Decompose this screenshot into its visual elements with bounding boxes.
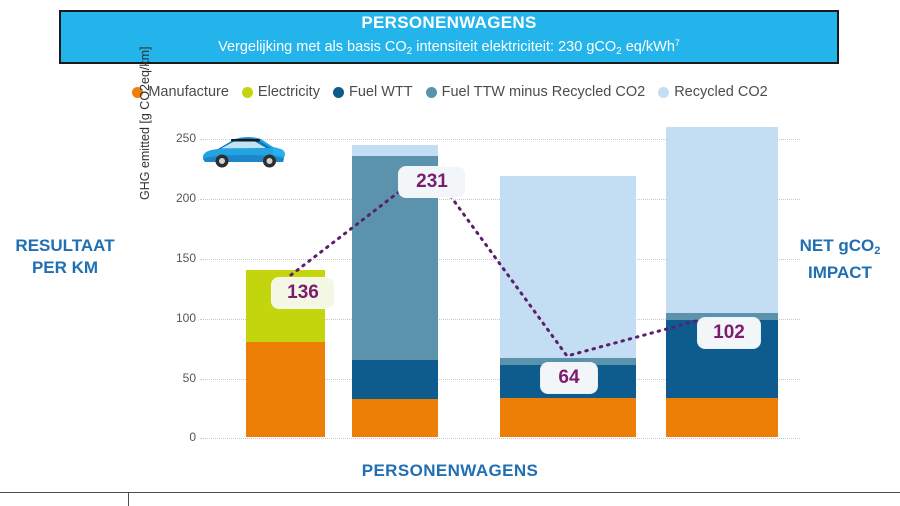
caption-left-line-1: RESULTAAT [15, 236, 115, 255]
bar-column-4[interactable] [666, 127, 778, 506]
subtitle-suffix: eq/kWh [621, 39, 675, 55]
legend-swatch-manufacture [132, 86, 144, 98]
value-callout-4-text: 102 [713, 322, 745, 343]
legend-label-fuel-wtt: Fuel WTT [348, 84, 413, 100]
bar-3-segment-manufacture [500, 398, 636, 437]
legend-label-recycled-co2: Recycled CO2 [674, 84, 768, 100]
value-callout-1[interactable]: 136 [272, 278, 334, 308]
subtitle-footnote-marker: 7 [674, 38, 680, 48]
y-tick-0: 0 [189, 430, 196, 444]
legend-label-electricity: Electricity [257, 84, 320, 100]
legend-item-fuel-ttw[interactable]: Fuel TTW minus Recycled CO2 [425, 84, 646, 100]
bar-4-segment-fuel-ttw [666, 313, 778, 320]
caption-right-prefix: NET gCO [799, 236, 875, 255]
legend-swatch-fuel-wtt [332, 86, 344, 98]
legend-swatch-recycled-co2 [658, 86, 670, 98]
y-tick-250: 250 [175, 131, 196, 145]
caption-right-line-2: IMPACT [808, 263, 872, 282]
y-axis-ticks: 250 200 150 100 50 0 [160, 130, 196, 444]
caption-result-per-km: RESULTAAT PER KM [0, 235, 130, 279]
subtitle-sub-2: 2 [616, 46, 622, 57]
subtitle-middle: intensiteit elektriciteit: 230 gCO [412, 39, 617, 55]
x-axis-label: PERSONENWAGENS [361, 461, 539, 480]
y-tick-200: 200 [175, 191, 196, 205]
caption-right-sub: 2 [874, 245, 881, 257]
value-callout-2-text: 231 [416, 171, 448, 192]
legend-label-manufacture: Manufacture [148, 84, 229, 100]
bar-2-segment-fuel-wtt [352, 360, 438, 399]
bar-3-segment-fuel-ttw [500, 358, 636, 365]
bar-2-segment-recycled-co2 [352, 145, 438, 156]
value-callout-4[interactable]: 102 [698, 318, 760, 348]
subtitle-sub-1: 2 [406, 46, 413, 57]
legend-swatch-fuel-ttw [425, 86, 437, 98]
gridline-250 [200, 139, 800, 140]
y-axis-title: GHG emitted [g CO2eq/km] [138, 46, 152, 200]
gridline-0 [200, 438, 800, 439]
y-tick-150: 150 [175, 251, 196, 265]
bar-3-segment-recycled-co2 [500, 176, 636, 358]
value-callout-3[interactable]: 64 [541, 363, 597, 393]
legend-label-fuel-ttw: Fuel TTW minus Recycled CO2 [441, 84, 646, 100]
legend-item-recycled-co2[interactable]: Recycled CO2 [658, 84, 768, 100]
y-tick-100: 100 [175, 311, 196, 325]
bar-2-segment-manufacture [352, 399, 438, 437]
value-callout-3-text: 64 [558, 367, 580, 388]
legend-item-fuel-wtt[interactable]: Fuel WTT [332, 84, 413, 100]
value-callout-1-text: 136 [287, 282, 319, 303]
page-title: PERSONENWAGENS [361, 13, 537, 32]
bar-4-segment-manufacture [666, 398, 778, 437]
chart-legend: Manufacture Electricity Fuel WTT Fuel TT… [0, 80, 900, 104]
footer-divider-vertical [128, 492, 129, 506]
blue-hatchback-car-icon [202, 137, 285, 168]
footer-divider-horizontal [0, 492, 900, 493]
caption-right-line-1: NET gCO2 [780, 235, 900, 262]
bar-1-segment-manufacture [246, 342, 325, 437]
legend-item-electricity[interactable]: Electricity [241, 84, 320, 100]
legend-swatch-electricity [241, 86, 253, 98]
subtitle-prefix: Vergelijking met als basis CO [218, 39, 407, 55]
title-banner: PERSONENWAGENS Vergelijking met als basi… [59, 10, 839, 64]
caption-left-line-2: PER KM [31, 258, 99, 277]
y-tick-50: 50 [182, 371, 196, 385]
caption-net-gco2-impact: NET gCO2 IMPACT [780, 235, 900, 284]
bar-4-segment-recycled-co2 [666, 127, 778, 313]
value-callout-2[interactable]: 231 [399, 167, 465, 197]
legend-item-manufacture[interactable]: Manufacture [132, 84, 229, 100]
page-subtitle: Vergelijking met als basis CO2 intensite… [218, 34, 680, 61]
